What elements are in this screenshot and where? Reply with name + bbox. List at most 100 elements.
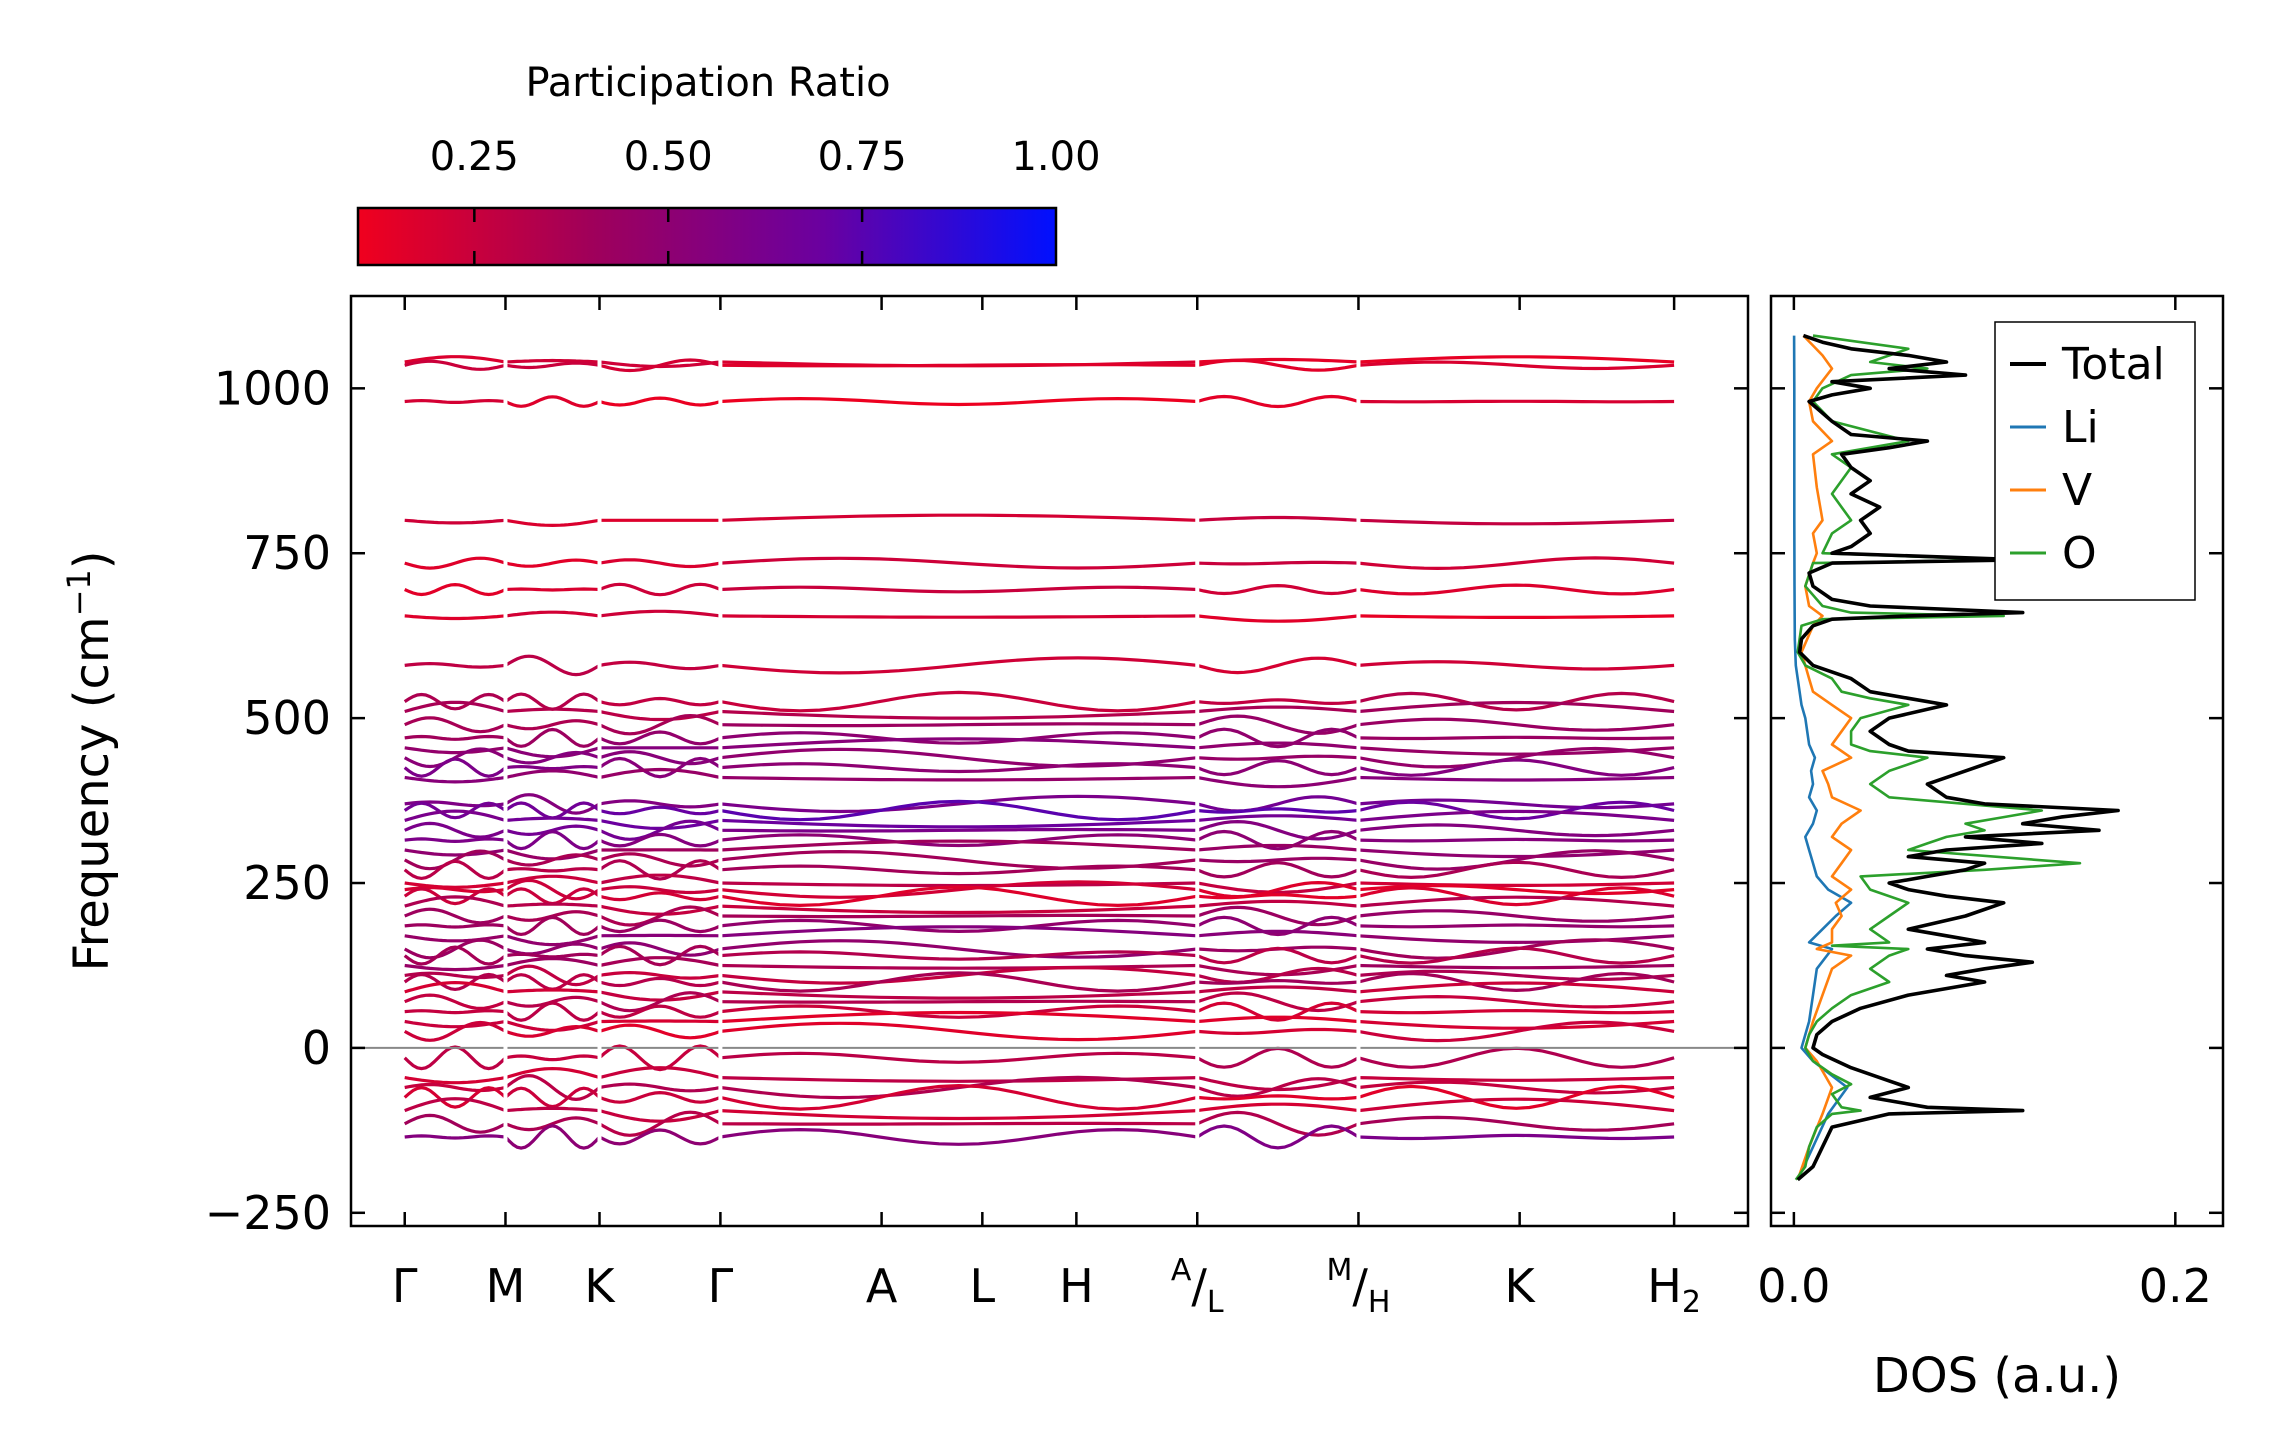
x-tick-label: L	[970, 1259, 996, 1313]
phonon-band-line	[1196, 1046, 1360, 1069]
dos-x-tick-label: 0.2	[2139, 1259, 2212, 1313]
phonon-band-line	[1196, 966, 1359, 984]
phonon-band-line	[720, 963, 1198, 970]
phonon-band-line	[505, 769, 600, 780]
phonon-band-line	[720, 904, 1198, 915]
phonon-band-line	[599, 805, 721, 816]
phonon-band-line	[404, 809, 506, 822]
phonon-band-line	[599, 956, 721, 968]
phonon-band-line	[1358, 717, 1675, 732]
phonon-band-line	[720, 690, 1198, 713]
phonon-band-line	[720, 1121, 1198, 1126]
phonon-band-line	[1196, 991, 1360, 1013]
phonon-band-line	[1358, 823, 1675, 838]
phonon-band-line	[720, 1109, 1198, 1121]
dos-panel: 0.0 0.2 DOS (a.u.) Total Li VO	[1757, 294, 2225, 1404]
x-tick-label: A	[866, 1259, 898, 1313]
legend: Total Li VO	[1994, 321, 2196, 601]
legend-label-li: Li	[2062, 402, 2099, 453]
phonon-band-line	[1358, 971, 1675, 993]
phonon-band-line	[1197, 899, 1359, 908]
phonon-band-line	[720, 794, 1198, 814]
colorbar-tick-label: 0.75	[818, 134, 907, 180]
phonon-band-line	[1197, 754, 1359, 761]
phonon-band-line	[403, 1113, 507, 1134]
phonon-band-line	[505, 1106, 600, 1113]
phonon-band-line	[720, 1127, 1198, 1146]
phonon-band-line	[1358, 800, 1675, 821]
colorbar: Participation Ratio 0.25 0.50 0.75 1.00	[356, 60, 1101, 267]
phonon-band-line	[1358, 660, 1675, 671]
phonon-band-line	[1358, 775, 1675, 782]
phonon-band-line	[1196, 946, 1360, 965]
phonon-band-line	[598, 832, 722, 848]
phonon-band-line	[599, 852, 721, 868]
phonon-band-line	[504, 395, 601, 408]
phonon-band-line	[504, 964, 601, 987]
phonon-band-line	[1197, 515, 1359, 522]
phonon-band-line	[720, 913, 1198, 919]
phonon-band-line	[598, 713, 722, 736]
phonon-band-line	[1197, 807, 1359, 814]
phonon-band-line	[1196, 905, 1360, 927]
phonon-band-line	[1196, 795, 1359, 813]
phonon-band-line	[1358, 1080, 1675, 1095]
phonon-band-line	[1197, 1102, 1359, 1113]
dos-curve-total	[1796, 333, 2120, 1182]
phonon-band-line	[1197, 856, 1359, 864]
phonon-band-line	[505, 1066, 600, 1080]
phonon-band-line	[599, 609, 721, 618]
phonon-band-line	[504, 830, 601, 851]
phonon-band-line	[1358, 1008, 1675, 1015]
phonon-band-line	[1197, 1094, 1359, 1101]
phonon-band-line	[599, 1082, 721, 1093]
phonon-band-line	[598, 905, 722, 927]
phonon-band-line	[404, 923, 506, 929]
x-tick-label: K	[1505, 1259, 1537, 1313]
dos-x-tick-label: 0.0	[1757, 1259, 1830, 1313]
phonon-band-line	[720, 1021, 1198, 1042]
phonon-band-line	[404, 556, 506, 570]
phonon-band-line	[720, 363, 1198, 368]
phonon-band-line	[598, 991, 722, 1013]
y-tick-label: 1000	[214, 361, 331, 415]
phonon-band-line	[1197, 775, 1359, 789]
phonon-band-line	[1358, 849, 1675, 871]
phonon-band-line	[1197, 978, 1359, 985]
phonon-band-line	[720, 396, 1198, 407]
segment-separators	[503, 336, 1361, 1166]
phonon-band-line	[720, 965, 1198, 985]
phonon-band-line	[1358, 355, 1675, 364]
phonon-band-line	[1196, 1076, 1359, 1092]
phonon-band-line	[404, 934, 506, 943]
phonon-band-line	[1358, 963, 1675, 970]
phonon-band-line	[403, 1045, 507, 1071]
band-axes-frame	[349, 294, 1750, 1228]
phonon-band-line	[720, 722, 1198, 728]
phonon-band-line	[1197, 985, 1359, 994]
phonon-band-line	[404, 661, 506, 669]
phonon-band-line	[404, 881, 506, 889]
phonon-band-line	[1358, 1133, 1675, 1141]
phonon-band-line	[404, 1134, 506, 1140]
phonon-band-line	[1358, 399, 1675, 404]
phonon-band-line	[1358, 809, 1675, 822]
phonon-band-line	[1358, 583, 1675, 596]
phonon-band-line	[1197, 814, 1359, 822]
phonon-band-line	[599, 396, 721, 407]
phonon-band-line	[1358, 735, 1675, 741]
y-tick-label: −250	[205, 1186, 331, 1240]
phonon-band-line	[504, 1116, 601, 1132]
phonon-band-line	[1358, 969, 1675, 982]
phonon-band-line	[1358, 691, 1675, 712]
phonon-band-line	[403, 757, 507, 778]
phonon-band-line	[404, 518, 506, 525]
x-tick-label: Γ	[708, 1259, 734, 1313]
phonon-band-line	[598, 730, 722, 746]
dos-axes-frame	[1769, 294, 2225, 1228]
phonon-band-line	[505, 610, 600, 618]
phonon-band-line	[1197, 698, 1359, 706]
phonon-band-line	[598, 918, 722, 934]
phonon-band-line	[504, 1124, 601, 1150]
